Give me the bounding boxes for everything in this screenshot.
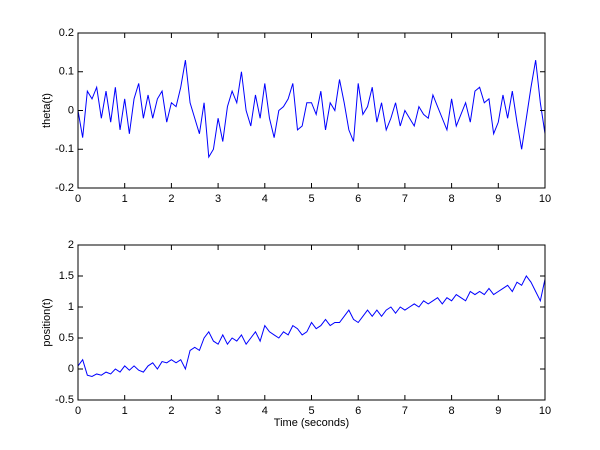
y-tick-label: 2 (68, 239, 74, 251)
x-tick-label: 10 (539, 405, 551, 417)
x-tick-label: 9 (495, 405, 501, 417)
data-line (77, 275, 546, 377)
x-tick-label: 2 (168, 405, 174, 417)
x-tick-label: 6 (355, 405, 361, 417)
y-tick-label: 0 (68, 363, 74, 375)
x-tick-label: 7 (402, 193, 408, 205)
x-tick-label: 8 (449, 193, 455, 205)
x-tick-label: 2 (168, 193, 174, 205)
x-tick-label: 6 (355, 193, 361, 205)
y-tick-label: 1.5 (59, 270, 74, 282)
x-tick-label: 4 (262, 405, 268, 417)
x-tick-label: 4 (262, 193, 268, 205)
axes-frame (77, 32, 546, 189)
x-tick-label: 7 (402, 405, 408, 417)
x-tick-label: 10 (539, 193, 551, 205)
x-tick-label: 1 (122, 405, 128, 417)
x-tick-label: 3 (215, 193, 221, 205)
y-tick-label: 1 (68, 301, 74, 313)
x-tick-label: 1 (122, 193, 128, 205)
y-tick-label: 0.2 (59, 27, 74, 39)
x-tick-label: 0 (75, 405, 81, 417)
y-axis-label: position(t) (41, 298, 53, 346)
data-line (77, 60, 546, 159)
y-tick-label: -0.2 (55, 182, 74, 194)
x-tick-label: 0 (75, 193, 81, 205)
x-axis-label: Time (seconds) (274, 417, 349, 429)
x-tick-label: 3 (215, 405, 221, 417)
y-axis-label: theta(t) (41, 93, 53, 128)
y-tick-label: 0.5 (59, 332, 74, 344)
x-tick-label: 5 (308, 405, 314, 417)
y-tick-label: 0.1 (59, 66, 74, 78)
y-tick-label: -0.5 (55, 394, 74, 406)
y-tick-label: -0.1 (55, 143, 74, 155)
x-tick-label: 5 (308, 193, 314, 205)
y-tick-label: 0 (68, 104, 74, 116)
x-tick-label: 8 (449, 405, 455, 417)
x-tick-label: 9 (495, 193, 501, 205)
